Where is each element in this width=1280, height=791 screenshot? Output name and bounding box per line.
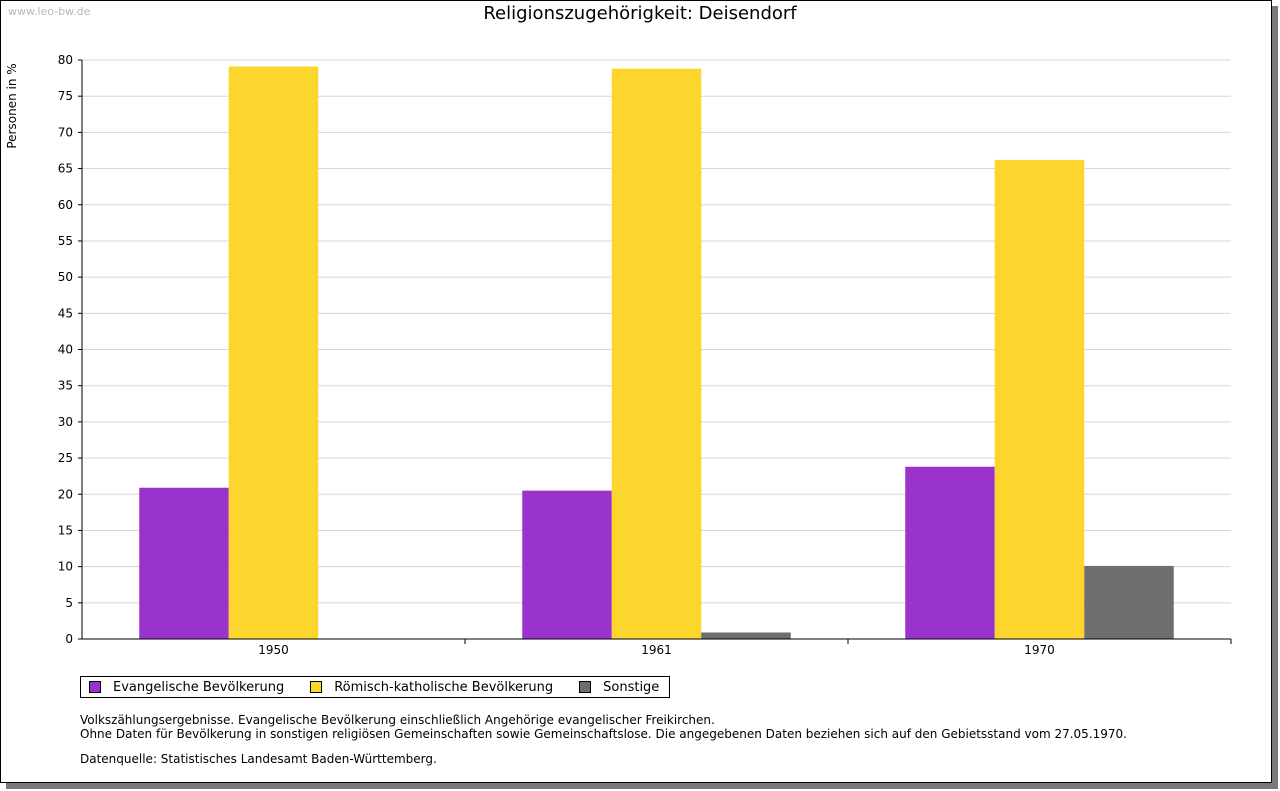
legend-swatch-sonstige [579, 681, 592, 693]
legend-swatch-katholisch [310, 681, 323, 693]
legend-label-katholisch: Römisch-katholische Bevölkerung [334, 679, 554, 695]
y-tick-label-50: 50 [58, 270, 73, 284]
bar-1961-series-0 [522, 490, 612, 639]
y-tick-label-15: 15 [58, 523, 73, 537]
x-tick-label-1950: 1950 [258, 643, 289, 657]
y-tick-label-5: 5 [65, 596, 73, 610]
note-line-1: Volkszählungsergebnisse. Evangelische Be… [80, 713, 715, 727]
legend-label-evangelisch: Evangelische Bevölkerung [113, 679, 285, 695]
y-tick-label-75: 75 [58, 89, 73, 103]
legend-swatch-evangelisch [89, 681, 101, 693]
y-tick-label-35: 35 [58, 379, 73, 393]
chart-title: Religionszugehörigkeit: Deisendorf [483, 3, 797, 24]
watermark: www.leo-bw.de [8, 5, 91, 18]
y-axis-label: Personen in % [5, 63, 19, 148]
y-tick-label-25: 25 [58, 451, 73, 465]
bars-layer [139, 66, 1174, 640]
bar-1970-series-2 [1084, 565, 1174, 639]
y-tick-label-80: 80 [58, 53, 73, 67]
note-line-2: Ohne Daten für Bevölkerung in sonstigen … [80, 727, 1127, 741]
y-tick-label-30: 30 [58, 415, 73, 429]
axes-layer: 0 5 10 15 20 25 30 35 40 45 50 55 60 65 70 75 80 1950 1961… [58, 53, 1232, 657]
y-tick-label-40: 40 [58, 343, 73, 357]
bar-1970-series-1 [994, 159, 1085, 639]
bar-1970-series-0 [905, 466, 995, 639]
x-tick-label-1961: 1961 [641, 643, 672, 657]
y-tick-label-65: 65 [58, 162, 73, 176]
legend-label-sonstige: Sonstige [603, 679, 660, 695]
y-tick-label-60: 60 [58, 198, 73, 212]
y-tick-label-45: 45 [58, 306, 73, 320]
bar-1961-series-1 [611, 68, 702, 639]
y-tick-label-70: 70 [58, 125, 73, 139]
legend: Evangelische Bevölkerung Römisch-katholi… [80, 676, 671, 698]
legend-item-katholisch: Römisch-katholische Bevölkerung [310, 680, 553, 695]
legend-item-sonstige: Sonstige [579, 680, 659, 695]
bar-1961-series-2 [701, 632, 791, 639]
legend-item-evangelisch: Evangelische Bevölkerung [89, 680, 284, 695]
y-tick-label-0: 0 [65, 632, 73, 646]
y-tick-label-10: 10 [58, 560, 73, 574]
bar-1950-series-0 [139, 487, 229, 639]
bar-1950-series-1 [228, 66, 319, 640]
y-tick-label-55: 55 [58, 234, 73, 248]
x-tick-label-1970: 1970 [1024, 643, 1055, 657]
data-source: Datenquelle: Statistisches Landesamt Bad… [80, 752, 437, 766]
y-tick-label-20: 20 [58, 487, 73, 501]
